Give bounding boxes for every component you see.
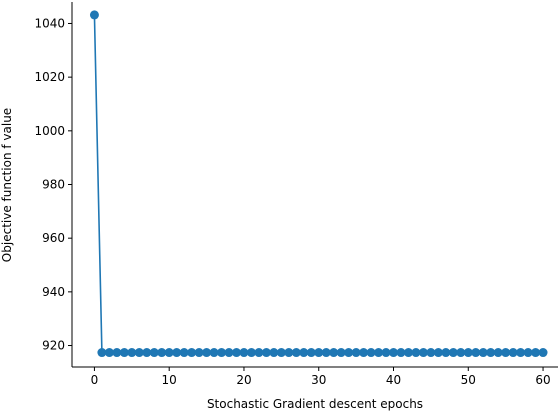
data-point xyxy=(411,348,421,358)
data-point xyxy=(314,348,324,358)
data-point xyxy=(336,348,346,358)
data-point xyxy=(112,348,122,358)
x-tick-label: 30 xyxy=(311,373,326,387)
data-point xyxy=(374,348,384,358)
x-tick-label: 0 xyxy=(91,373,99,387)
data-point xyxy=(119,348,129,358)
data-point xyxy=(351,348,361,358)
series-line xyxy=(93,14,544,354)
x-axis-ticks: 0 10 20 30 40 50 60 xyxy=(91,367,551,387)
data-point xyxy=(523,348,533,358)
data-point xyxy=(471,348,481,358)
y-tick-label: 1040 xyxy=(34,16,65,30)
data-point xyxy=(246,348,256,358)
y-axis-label: Objective function f value xyxy=(0,108,14,262)
data-point xyxy=(254,348,264,358)
data-point xyxy=(172,348,182,358)
data-point xyxy=(381,348,391,358)
data-point xyxy=(209,348,219,358)
data-point xyxy=(478,348,488,358)
data-point xyxy=(486,348,496,358)
data-point xyxy=(396,348,406,358)
data-point xyxy=(493,348,503,358)
data-point xyxy=(448,348,458,358)
data-point xyxy=(134,348,144,358)
data-point xyxy=(389,348,399,358)
x-tick-label: 10 xyxy=(162,373,177,387)
data-point xyxy=(291,348,301,358)
data-point xyxy=(261,348,271,358)
data-point xyxy=(508,348,518,358)
data-point xyxy=(149,348,159,358)
data-point xyxy=(276,348,286,358)
y-axis-ticks: 920 940 960 980 1000 1020 1040 xyxy=(34,16,72,353)
data-point xyxy=(306,348,316,358)
data-point xyxy=(329,348,339,358)
data-point xyxy=(501,348,511,358)
data-point xyxy=(321,348,331,358)
plot-area xyxy=(89,10,548,358)
data-point xyxy=(194,348,204,358)
data-point xyxy=(217,348,227,358)
data-point xyxy=(224,348,234,358)
x-tick-label: 40 xyxy=(386,373,401,387)
data-point xyxy=(516,348,526,358)
y-tick-label: 1000 xyxy=(34,124,65,138)
y-tick-label: 1020 xyxy=(34,70,65,84)
data-point xyxy=(142,348,152,358)
data-point xyxy=(187,348,197,358)
data-point xyxy=(403,348,413,358)
data-point xyxy=(269,348,279,358)
data-point xyxy=(164,348,174,358)
data-point xyxy=(426,348,436,358)
x-tick-label: 20 xyxy=(236,373,251,387)
y-tick-label: 940 xyxy=(42,285,65,299)
data-point xyxy=(179,348,189,358)
data-point xyxy=(366,348,376,358)
data-point xyxy=(104,348,114,358)
data-point xyxy=(89,10,99,20)
data-point xyxy=(418,348,428,358)
data-point xyxy=(531,348,541,358)
data-point xyxy=(97,348,107,358)
data-point xyxy=(202,348,212,358)
data-point xyxy=(344,348,354,358)
data-point xyxy=(463,348,473,358)
data-point xyxy=(538,348,548,358)
data-point xyxy=(284,348,294,358)
x-tick-label: 50 xyxy=(461,373,476,387)
data-point xyxy=(441,348,451,358)
y-tick-label: 960 xyxy=(42,231,65,245)
data-point xyxy=(157,348,167,358)
y-tick-label: 920 xyxy=(42,339,65,353)
data-point xyxy=(456,348,466,358)
data-point xyxy=(433,348,443,358)
data-point xyxy=(231,348,241,358)
y-tick-label: 980 xyxy=(42,178,65,192)
x-tick-label: 60 xyxy=(535,373,550,387)
data-point xyxy=(299,348,309,358)
data-point xyxy=(127,348,137,358)
data-point xyxy=(359,348,369,358)
data-point xyxy=(239,348,249,358)
x-axis-label: Stochastic Gradient descent epochs xyxy=(207,397,423,411)
